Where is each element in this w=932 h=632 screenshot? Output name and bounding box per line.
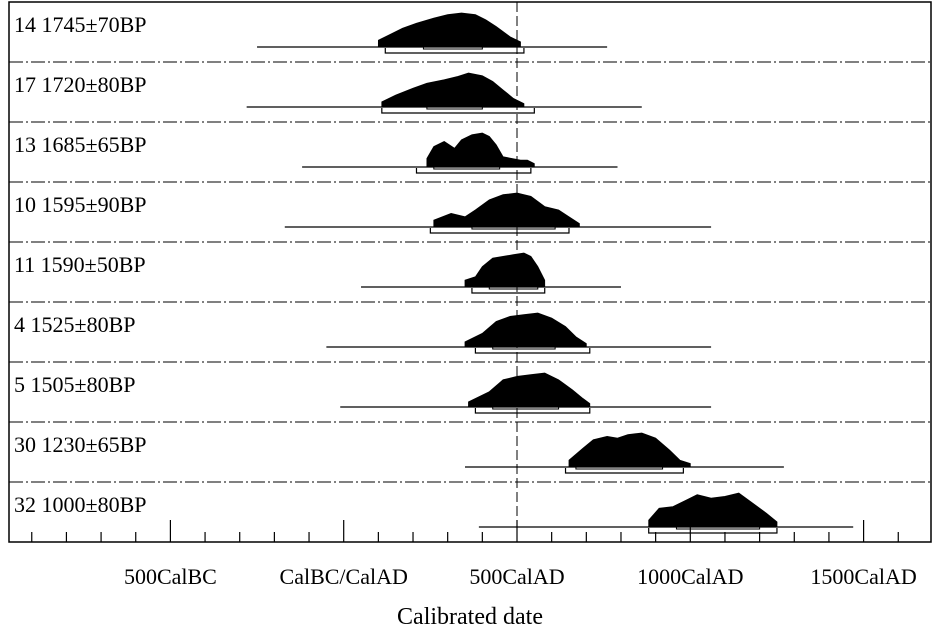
probability-distribution [648,492,778,528]
probability-distribution [426,132,535,168]
sigma2-range [381,108,535,114]
sample-row: 13 1685±65BP [9,132,931,183]
sample-row: 32 1000±80BP [14,492,854,534]
sample-label: 32 1000±80BP [14,492,146,517]
sample-label: 17 1720±80BP [14,72,146,97]
sample-label: 4 1525±80BP [14,312,135,337]
sample-label: 13 1685±65BP [14,132,146,157]
probability-distribution [377,12,521,48]
sigma2-range [415,168,532,174]
sigma1-range [471,224,556,230]
sigma2-range [474,348,591,354]
sigma1-range [433,164,501,170]
sample-row: 10 1595±90BP [9,192,931,243]
sample-row: 5 1505±80BP [9,372,931,423]
probability-distribution [381,72,525,108]
sample-row: 14 1745±70BP [9,12,931,63]
sample-label: 5 1505±80BP [14,372,135,397]
sample-row: 17 1720±80BP [9,72,931,123]
sigma1-range [575,464,664,470]
sigma2-range [471,288,546,294]
x-tick-label: 500CalAD [469,564,564,589]
sigma1-range [488,284,539,290]
sample-label: 30 1230±65BP [14,432,146,457]
sample-row: 11 1590±50BP [9,252,931,303]
sigma2-range [564,468,684,474]
probability-distribution [464,252,546,288]
sigma2-range [648,528,778,534]
x-axis-label: Calibrated date [397,604,543,630]
probability-distribution [464,312,587,348]
sigma1-range [422,44,483,50]
sigma1-range [492,344,556,350]
sigma1-range [426,104,483,110]
sigma2-range [429,228,570,234]
sigma1-range [492,404,560,410]
x-tick-label: 1000CalAD [637,564,743,589]
sample-row: 4 1525±80BP [9,312,931,363]
x-tick-label: CalBC/CalAD [280,564,408,589]
sample-label: 11 1590±50BP [14,252,146,277]
probability-distribution [568,432,691,468]
x-tick-label: 500CalBC [124,564,217,589]
x-tick-label: 1500CalAD [810,564,916,589]
sigma2-range [474,408,591,414]
sample-row: 30 1230±65BP [9,432,931,483]
probability-distribution [468,372,591,408]
sigma1-range [675,524,761,530]
sample-label: 10 1595±90BP [14,192,146,217]
sample-label: 14 1745±70BP [14,12,146,37]
sigma2-range [384,48,525,54]
